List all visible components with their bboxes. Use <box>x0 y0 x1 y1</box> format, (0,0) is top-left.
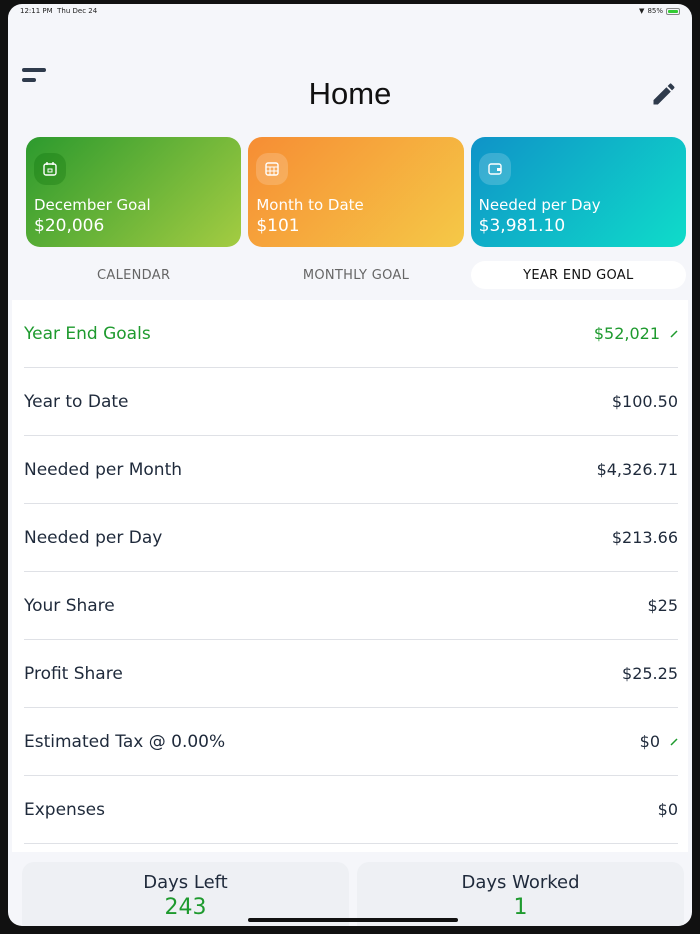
tab-calendar[interactable]: CALENDAR <box>97 267 171 283</box>
screen: 12:11 PM Thu Dec 24 ▼ 85% Home December G… <box>8 4 692 926</box>
row-estimated-tax[interactable]: Estimated Tax @ 0.00% $0 <box>24 708 678 776</box>
row-label: Profit Share <box>24 663 123 684</box>
row-needed-per-day: Needed per Day $213.66 <box>24 504 678 572</box>
home-indicator[interactable] <box>248 918 458 922</box>
card-label: December Goal <box>34 196 151 214</box>
row-profit-share: Profit Share $25.25 <box>24 640 678 708</box>
days-left-card: Days Left 243 <box>22 862 349 926</box>
page-title: Home <box>308 76 392 111</box>
row-label: Your Share <box>24 595 115 616</box>
summary-cards: December Goal $20,006 Month to Date $101… <box>26 137 686 247</box>
card-month-to-date[interactable]: Month to Date $101 <box>248 137 464 247</box>
card-label: Needed per Day <box>478 196 601 214</box>
calendar-icon <box>34 153 66 185</box>
row-label: Year End Goals <box>24 323 151 344</box>
row-value: $52,021 <box>593 324 660 343</box>
row-label: Expenses <box>24 799 105 820</box>
card-needed-per-day[interactable]: Needed per Day $3,981.10 <box>470 137 686 247</box>
pencil-icon[interactable] <box>650 80 678 108</box>
row-label: Estimated Tax @ 0.00% <box>24 731 226 752</box>
row-value: $25 <box>647 596 678 615</box>
edit-icon[interactable] <box>670 737 678 746</box>
row-value: $25.25 <box>622 664 678 683</box>
days-left-label: Days Left <box>143 872 228 893</box>
tab-year-end-goal[interactable]: YEAR END GOAL <box>470 261 686 289</box>
row-your-share: Your Share $25 <box>24 572 678 640</box>
row-year-to-date: Year to Date $100.50 <box>24 368 678 436</box>
wifi-icon: ▼ <box>639 7 645 15</box>
status-bar: 12:11 PM Thu Dec 24 ▼ 85% <box>20 7 680 15</box>
card-label: Month to Date <box>256 196 364 214</box>
row-value: $0 <box>639 732 660 751</box>
card-value: $3,981.10 <box>478 216 566 236</box>
edit-icon[interactable] <box>670 329 678 338</box>
tab-bar: CALENDAR MONTHLY GOAL YEAR END GOAL <box>26 261 686 289</box>
battery-percent: 85% <box>647 7 663 15</box>
status-time: 12:11 PM <box>20 7 53 15</box>
days-worked-card: Days Worked 1 <box>357 862 684 926</box>
card-value: $101 <box>256 216 300 236</box>
battery-icon <box>666 7 680 15</box>
card-value: $20,006 <box>34 216 105 236</box>
calendar-grid-icon <box>256 153 289 185</box>
row-value: $100.50 <box>611 392 678 411</box>
row-value: $213.66 <box>611 528 678 547</box>
days-worked-value: 1 <box>513 895 528 920</box>
row-expenses: Expenses $0 <box>24 776 678 844</box>
row-label: Year to Date <box>24 391 129 412</box>
tab-monthly-goal[interactable]: MONTHLY GOAL <box>302 267 410 283</box>
wallet-icon <box>478 153 511 185</box>
row-value: $4,326.71 <box>596 460 678 479</box>
days-worked-label: Days Worked <box>461 872 580 893</box>
days-summary: Days Left 243 Days Worked 1 <box>22 862 684 926</box>
row-label: Needed per Day <box>24 527 163 548</box>
goal-list: Year End Goals $52,021 Year to Date $100.5… <box>12 300 688 852</box>
card-december-goal[interactable]: December Goal $20,006 <box>26 137 242 247</box>
row-label: Needed per Month <box>24 459 183 480</box>
menu-icon[interactable] <box>22 66 48 86</box>
row-needed-per-month: Needed per Month $4,326.71 <box>24 436 678 504</box>
row-value: $0 <box>657 800 678 819</box>
days-left-value: 243 <box>164 895 207 920</box>
status-date: Thu Dec 24 <box>57 7 98 15</box>
row-year-end-goals[interactable]: Year End Goals $52,021 <box>24 300 678 368</box>
